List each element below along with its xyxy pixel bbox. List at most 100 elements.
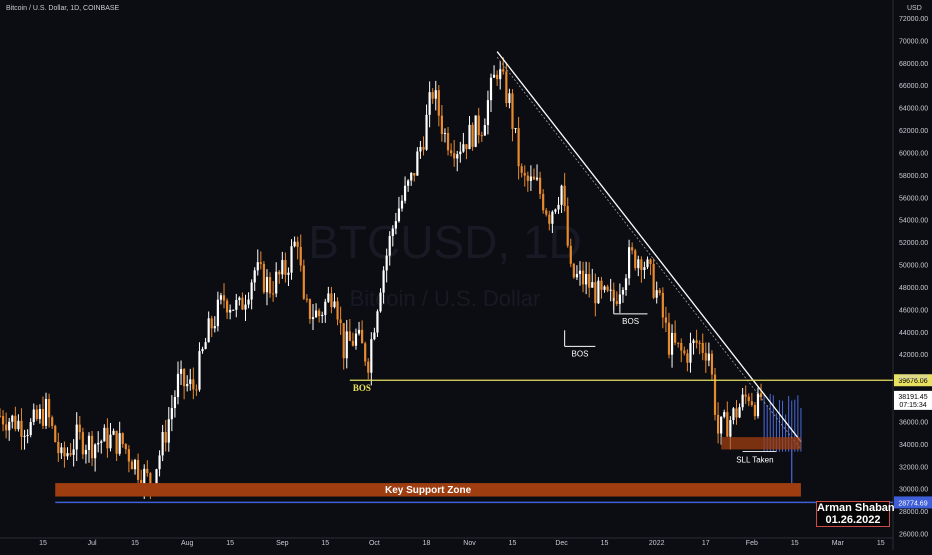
candle-body (23, 435, 26, 437)
candle-body (259, 262, 262, 264)
candle-body (281, 260, 284, 275)
candle-body (198, 351, 201, 390)
candle-body (554, 209, 557, 212)
candle-body (698, 342, 701, 344)
candle-body (563, 185, 566, 207)
candle-body (634, 250, 637, 269)
candle-body (299, 246, 302, 266)
candle-body (11, 415, 14, 422)
candle-body (38, 408, 41, 419)
candle-body (437, 90, 440, 116)
candle-body (118, 433, 121, 454)
y-tick-label: 64000.00 (899, 106, 928, 113)
bos-price-tag-label: 39676.06 (898, 378, 927, 385)
candle-body (538, 177, 542, 194)
y-tick-label: 36000.00 (899, 419, 928, 426)
candle-body (649, 259, 652, 264)
candle-body (732, 408, 735, 421)
candle-body (112, 430, 115, 435)
candle-body (609, 289, 612, 291)
candle-body (35, 409, 38, 419)
candle-body (489, 77, 493, 101)
candle-body (232, 309, 235, 311)
x-tick-label: 15 (321, 540, 329, 547)
candle-body (0, 415, 2, 417)
candle-body (545, 210, 548, 215)
candle-body (689, 343, 692, 363)
candle-body (244, 304, 247, 310)
candle-body (109, 434, 112, 449)
y-tick-label: 50000.00 (899, 263, 928, 270)
candle-body (183, 369, 186, 387)
candle-body (618, 294, 621, 304)
candle-body (443, 132, 447, 135)
candle-body (407, 180, 410, 186)
candle-body (47, 399, 51, 418)
author-badge: Arman Shaban 01.26.2022 (816, 501, 895, 527)
candle-body (192, 379, 195, 390)
candle-body (216, 299, 219, 327)
candle-body (84, 449, 88, 455)
candle-body (517, 128, 520, 167)
candle-body (100, 441, 103, 443)
y-tick-label: 30000.00 (899, 487, 928, 494)
candle-body (330, 293, 333, 308)
candle-body (121, 433, 124, 445)
x-tick-label: 15 (39, 540, 47, 547)
candle-body (720, 416, 723, 434)
candle-body (535, 177, 539, 180)
candle-body (413, 172, 416, 176)
candle-body (753, 404, 757, 417)
candle-body (716, 414, 720, 434)
candle-body (453, 153, 456, 159)
candle-body (354, 333, 358, 346)
candle-body (480, 135, 483, 137)
y-tick-label: 32000.00 (899, 464, 928, 471)
candle-body (462, 144, 465, 152)
candle-body (566, 206, 569, 246)
y-tick-label: 46000.00 (899, 307, 928, 314)
key-support-zone (55, 483, 801, 497)
candle-body (186, 383, 189, 387)
x-tick-label: 15 (877, 540, 885, 547)
support-price-tag (894, 496, 932, 509)
candle-body (8, 421, 11, 431)
candle-body (305, 298, 308, 300)
candle-body (155, 469, 158, 486)
candle-body (327, 293, 330, 302)
candle-body (468, 124, 471, 150)
x-tick-label: Nov (463, 540, 476, 547)
candle-body (670, 332, 674, 355)
candle-body (428, 92, 431, 115)
x-tick-label: 15 (791, 540, 799, 547)
candle-body (351, 340, 355, 346)
y-tick-label: 66000.00 (899, 83, 928, 90)
candle-body (502, 69, 505, 72)
candle-body (723, 412, 726, 417)
candle-body (710, 353, 714, 375)
candle-body (14, 415, 17, 430)
trendline (496, 51, 802, 443)
candle-body (90, 435, 94, 459)
y-tick-label: 60000.00 (899, 150, 928, 157)
candle-body (173, 396, 177, 409)
candle-body (729, 420, 732, 437)
candle-body (222, 295, 226, 301)
candle-body (379, 292, 382, 312)
candle-body (66, 453, 69, 457)
candle-body (87, 435, 91, 450)
candle-body (253, 270, 256, 283)
candle-body (247, 299, 250, 305)
current-price-tag (894, 390, 932, 410)
candle-body (130, 461, 134, 470)
candle-body (373, 332, 376, 340)
candle-body (60, 447, 63, 454)
candle-body (692, 340, 695, 344)
candle-body (170, 408, 173, 420)
candle-body (440, 115, 443, 135)
candle-body (136, 459, 140, 480)
candle-body (756, 393, 760, 417)
candle-body (492, 74, 496, 78)
